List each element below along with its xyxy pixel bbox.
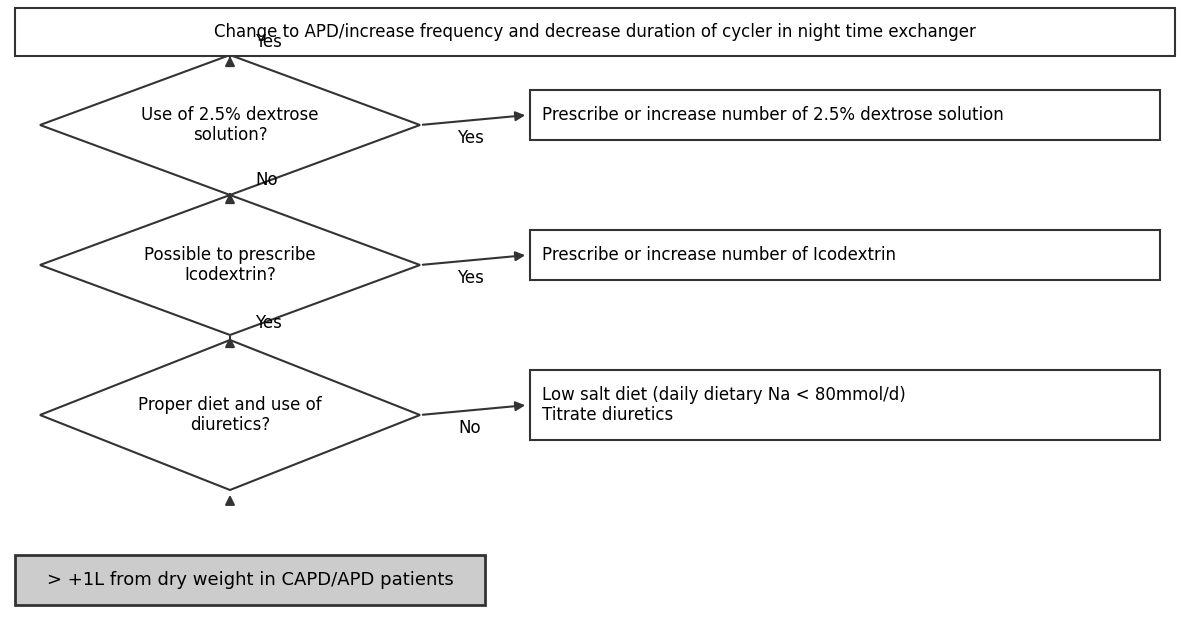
Text: > +1L from dry weight in CAPD/APD patients: > +1L from dry weight in CAPD/APD patien… <box>47 571 454 589</box>
FancyBboxPatch shape <box>14 555 485 605</box>
Text: Yes: Yes <box>256 314 282 332</box>
FancyBboxPatch shape <box>530 90 1160 140</box>
Text: Change to APD/increase frequency and decrease duration of cycler in night time e: Change to APD/increase frequency and dec… <box>214 23 976 41</box>
Text: Prescribe or increase number of 2.5% dextrose solution: Prescribe or increase number of 2.5% dex… <box>542 106 1003 124</box>
Polygon shape <box>40 55 420 195</box>
Text: Prescribe or increase number of Icodextrin: Prescribe or increase number of Icodextr… <box>542 246 896 264</box>
Text: No: No <box>458 419 481 437</box>
FancyBboxPatch shape <box>14 8 1175 56</box>
FancyBboxPatch shape <box>530 230 1160 280</box>
FancyBboxPatch shape <box>530 370 1160 440</box>
Text: Possible to prescribe
Icodextrin?: Possible to prescribe Icodextrin? <box>144 245 316 284</box>
Text: Low salt diet (daily dietary Na < 80mmol/d)
Titrate diuretics: Low salt diet (daily dietary Na < 80mmol… <box>542 386 906 425</box>
Text: Yes: Yes <box>456 129 484 147</box>
Text: Yes: Yes <box>256 33 282 51</box>
Text: Yes: Yes <box>456 269 484 287</box>
Polygon shape <box>40 195 420 335</box>
Text: Proper diet and use of
diuretics?: Proper diet and use of diuretics? <box>138 396 322 434</box>
Text: Use of 2.5% dextrose
solution?: Use of 2.5% dextrose solution? <box>142 106 319 145</box>
Text: No: No <box>256 171 277 189</box>
Polygon shape <box>40 340 420 490</box>
